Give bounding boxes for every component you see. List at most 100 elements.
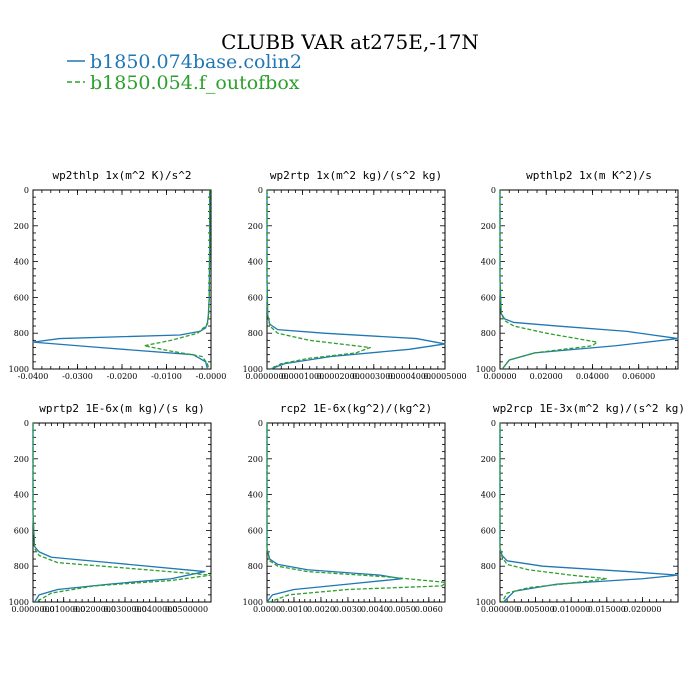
series-line-outofbox xyxy=(32,423,212,603)
figure-title: CLUBB VAR at275E,-17N xyxy=(221,30,479,54)
series-line-base xyxy=(32,190,211,370)
y-tick-label: 800 xyxy=(14,329,29,338)
panel-title: wp2thlp 1x(m^2 K)/s^2 xyxy=(52,169,191,182)
panel-title: wp2rcp 1E-3x(m^2 kg)/(s^2 kg) xyxy=(493,402,685,415)
y-tick-label: 400 xyxy=(481,491,496,500)
panel-4: wprtp2 1E-6x(m kg)/(s kg) 0 200 400 600 800 10… xyxy=(9,402,212,614)
x-tick-label: 0.06000 xyxy=(622,372,655,381)
x-tick-label: 0.020000 xyxy=(623,605,661,614)
y-tick-label: 600 xyxy=(14,526,29,535)
series-line-outofbox xyxy=(266,423,446,603)
series-line-base xyxy=(499,190,679,370)
x-tick-label: 0.04000 xyxy=(576,372,609,381)
plot-frame xyxy=(499,422,679,603)
plot-frame xyxy=(32,189,212,370)
x-tick-label: 0.0030 xyxy=(334,605,362,614)
plot-frame xyxy=(266,422,446,603)
y-tick-label: 0 xyxy=(24,419,29,428)
x-tick-label: 0.0004000 xyxy=(388,372,431,381)
series-line-outofbox xyxy=(143,190,211,370)
x-tick-label: 0.0050 xyxy=(388,605,416,614)
y-tick-label: 400 xyxy=(14,491,29,500)
series-line-base xyxy=(32,423,206,603)
x-tick-label: 0.0100000 xyxy=(42,605,85,614)
y-tick-label: 1000 xyxy=(243,365,263,374)
x-tick-label: 0.0000000 xyxy=(245,372,288,381)
x-tick-label: 0.0010 xyxy=(280,605,308,614)
panel-title: rcp2 1E-6x(kg^2)/(kg^2) xyxy=(280,402,432,415)
series-line-outofbox xyxy=(499,190,598,370)
y-tick-label: 600 xyxy=(481,293,496,302)
y-tick-label: 200 xyxy=(248,455,263,464)
x-tick-label: 0.0000000 xyxy=(11,605,54,614)
series-line-outofbox xyxy=(266,190,371,370)
series-line-outofbox xyxy=(499,423,608,603)
x-tick-label: -0.0300 xyxy=(62,372,93,381)
x-tick-label: 0.005000 xyxy=(517,605,555,614)
y-tick-label: 400 xyxy=(481,258,496,267)
y-tick-label: 800 xyxy=(248,329,263,338)
x-tick-label: 0.0060 xyxy=(415,605,443,614)
x-tick-label: 0.0005000 xyxy=(423,372,466,381)
legend-label-outofbox: b1850.054.f_outofbox xyxy=(90,72,300,94)
panel-title: wpthlp2 1x(m K^2)/s xyxy=(526,169,652,182)
y-tick-label: 200 xyxy=(481,455,496,464)
x-tick-label: 0.00000 xyxy=(483,372,516,381)
y-tick-label: 0 xyxy=(258,186,263,195)
y-tick-label: 200 xyxy=(248,222,263,231)
y-tick-label: 600 xyxy=(248,293,263,302)
x-tick-label: 0.0020 xyxy=(307,605,335,614)
x-tick-label: -0.0100 xyxy=(151,372,182,381)
x-tick-label: 0.0500000 xyxy=(165,605,208,614)
y-tick-label: 0 xyxy=(258,419,263,428)
x-tick-label: 0.015000 xyxy=(588,605,626,614)
series-line-base xyxy=(266,190,446,370)
x-tick-label: 0.02000 xyxy=(530,372,563,381)
x-tick-label: -0.0200 xyxy=(107,372,138,381)
x-tick-label: 0.0001000 xyxy=(281,372,324,381)
y-tick-label: 600 xyxy=(248,526,263,535)
y-tick-label: 1000 xyxy=(476,365,496,374)
series-line-base xyxy=(499,423,679,603)
x-tick-label: 0.010000 xyxy=(552,605,590,614)
y-tick-label: 200 xyxy=(14,222,29,231)
y-tick-label: 600 xyxy=(481,526,496,535)
plot-frame xyxy=(266,189,446,370)
y-tick-label: 0 xyxy=(491,186,496,195)
y-tick-label: 800 xyxy=(481,329,496,338)
y-tick-label: 800 xyxy=(481,562,496,571)
y-tick-label: 1000 xyxy=(9,365,29,374)
y-tick-label: 200 xyxy=(14,455,29,464)
panel-title: wprtp2 1E-6x(m kg)/(s kg) xyxy=(39,402,205,415)
y-tick-label: 400 xyxy=(248,258,263,267)
x-tick-label: 0.0002000 xyxy=(317,372,360,381)
x-tick-label: 0.0400000 xyxy=(134,605,177,614)
legend: b1850.074base.colin2 b1850.054.f_outofbo… xyxy=(67,51,302,94)
x-tick-label: 0.000000 xyxy=(481,605,519,614)
x-tick-label: 0.0300000 xyxy=(103,605,146,614)
y-tick-label: 0 xyxy=(24,186,29,195)
y-tick-label: 1000 xyxy=(476,598,496,607)
x-tick-label: 0.0200000 xyxy=(73,605,116,614)
y-tick-label: 200 xyxy=(481,222,496,231)
panel-grid: wp2thlp 1x(m^2 K)/s^2 0 200 400 600 800 1000 -0… xyxy=(9,169,685,614)
y-tick-label: 800 xyxy=(248,562,263,571)
panel-1: wp2thlp 1x(m^2 K)/s^202004006008001000-0… xyxy=(9,169,227,381)
panel-6: wp2rcp 1E-3x(m^2 kg)/(s^2 kg) 0 200 400 600 8… xyxy=(476,402,685,614)
y-tick-label: 1000 xyxy=(243,598,263,607)
series-line-base xyxy=(266,423,403,603)
x-tick-label: -0.0000 xyxy=(196,372,227,381)
y-tick-label: 400 xyxy=(248,491,263,500)
panel-2: wp2rtp 1x(m^2 kg)/(s^2 kg) 0 200 400 600 800 1… xyxy=(243,169,467,381)
x-tick-label: 0.0000 xyxy=(253,605,281,614)
y-tick-label: 600 xyxy=(14,293,29,302)
y-tick-label: 0 xyxy=(491,419,496,428)
panel-5: rcp2 1E-6x(kg^2)/(kg^2) 0 200 400 600 800 1000… xyxy=(243,402,446,614)
legend-label-base: b1850.074base.colin2 xyxy=(90,51,302,73)
panel-title: wp2rtp 1x(m^2 kg)/(s^2 kg) xyxy=(270,169,442,182)
x-tick-label: 0.0040 xyxy=(361,605,389,614)
y-tick-label: 800 xyxy=(14,562,29,571)
panel-3: wpthlp2 1x(m K^2)/s 0 200 400 600 800 10000.00… xyxy=(476,169,679,381)
x-tick-label: 0.0003000 xyxy=(352,372,395,381)
